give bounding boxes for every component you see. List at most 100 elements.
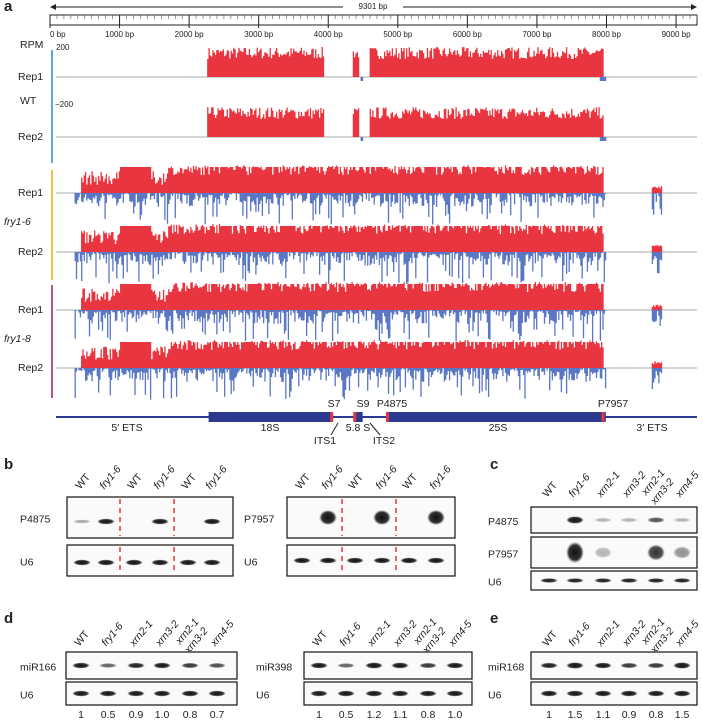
- coverage-plus: [81, 165, 663, 193]
- lane-label: fry1-6: [151, 463, 178, 491]
- lane-label: WT: [179, 471, 199, 492]
- lane-label: WT: [125, 471, 145, 492]
- band: [72, 662, 90, 669]
- band: [337, 690, 355, 697]
- lane-label: WT: [346, 471, 366, 492]
- blot-frame: [530, 651, 698, 680]
- panel-label: b: [4, 456, 13, 473]
- gene-25s: [387, 412, 606, 422]
- band: [127, 690, 145, 697]
- band: [620, 517, 638, 523]
- band: [540, 690, 558, 697]
- rep-label: Rep2: [18, 362, 43, 374]
- site-mark: [353, 412, 357, 422]
- lane-label: WT: [540, 628, 560, 649]
- ruler-label: 3000 bp: [244, 30, 273, 39]
- blot-frame: [66, 496, 234, 539]
- blot-frame: [530, 536, 698, 569]
- band: [594, 517, 612, 523]
- band: [419, 662, 437, 669]
- region-label: 18S: [261, 422, 280, 434]
- probe-label: P4875: [20, 513, 51, 525]
- panel-label: d: [4, 610, 13, 627]
- site-mark: [385, 412, 389, 422]
- band: [427, 557, 445, 564]
- region-label: 3′ ETS: [636, 422, 667, 434]
- probe-label: U6: [256, 689, 270, 701]
- band: [373, 509, 391, 526]
- site-label: P7957: [598, 398, 629, 410]
- quantification: 1.5: [568, 709, 583, 720]
- band: [566, 662, 584, 669]
- ruler-label: 6000 bp: [453, 30, 482, 39]
- quantification: 1.1: [393, 709, 408, 720]
- band: [151, 518, 169, 525]
- band: [540, 662, 558, 669]
- band: [181, 662, 199, 669]
- band: [673, 662, 691, 669]
- quantification: 0.5: [339, 709, 354, 720]
- band: [427, 509, 445, 526]
- quantification: 1.2: [367, 709, 382, 720]
- band: [446, 690, 464, 697]
- band: [365, 690, 383, 697]
- rep-label: Rep2: [18, 246, 43, 258]
- ruler-label: 5000 bp: [383, 30, 412, 39]
- band: [566, 690, 584, 697]
- quantification: 0.5: [101, 709, 116, 720]
- region-label: 5.8 S: [346, 422, 371, 434]
- site-label: P4875: [377, 398, 408, 410]
- band: [446, 662, 464, 669]
- quantification: 0.8: [649, 709, 664, 720]
- probe-label: P4875: [488, 516, 519, 528]
- lane-label: xrn2-1: [127, 618, 156, 649]
- lane-label: fry1-6: [97, 463, 124, 491]
- ruler-label: 7000 bp: [522, 30, 551, 39]
- callout: [369, 422, 381, 436]
- band: [97, 518, 115, 525]
- lane-label: WT: [73, 471, 93, 492]
- lane-label: fry1-6: [566, 471, 593, 499]
- band: [319, 557, 337, 564]
- band: [310, 690, 328, 697]
- lane-label: xrn4-5: [673, 469, 702, 500]
- band: [151, 559, 169, 566]
- coverage-plus: [81, 224, 663, 252]
- ruler: [49, 14, 698, 26]
- ruler-label: 8000 bp: [592, 30, 621, 39]
- lane-label: WT: [72, 628, 92, 649]
- site-mark: [330, 412, 334, 422]
- scale-top: 200: [56, 43, 70, 52]
- quantification: 0.8: [421, 709, 436, 720]
- band: [179, 559, 197, 566]
- lane-label: fry1-6: [427, 463, 454, 491]
- probe-label: U6: [20, 689, 34, 701]
- band: [125, 559, 143, 566]
- band: [373, 557, 391, 564]
- lane-label: xrn2-1: [365, 618, 394, 649]
- region-label: ITS1: [314, 435, 336, 447]
- band: [73, 559, 91, 566]
- band: [673, 517, 691, 523]
- lane-label: fry1-6: [373, 463, 400, 491]
- band: [647, 544, 665, 561]
- group-name: WT: [20, 95, 37, 107]
- band: [594, 546, 612, 559]
- probe-label: miR168: [488, 661, 524, 673]
- band: [337, 663, 355, 668]
- callout: [330, 422, 339, 436]
- band: [97, 559, 115, 566]
- band: [647, 662, 665, 669]
- coverage-plus: [207, 47, 604, 77]
- ruler-label: 4000 bp: [314, 30, 343, 39]
- probe-label: miR398: [256, 661, 292, 673]
- coverage-minus: [74, 310, 663, 342]
- quantification: 0.7: [210, 709, 225, 720]
- band: [540, 578, 558, 583]
- panel-label: a: [4, 0, 13, 15]
- band: [365, 662, 383, 669]
- band: [208, 690, 226, 697]
- band: [391, 690, 409, 697]
- ruler-length: 9301 bp: [359, 2, 388, 11]
